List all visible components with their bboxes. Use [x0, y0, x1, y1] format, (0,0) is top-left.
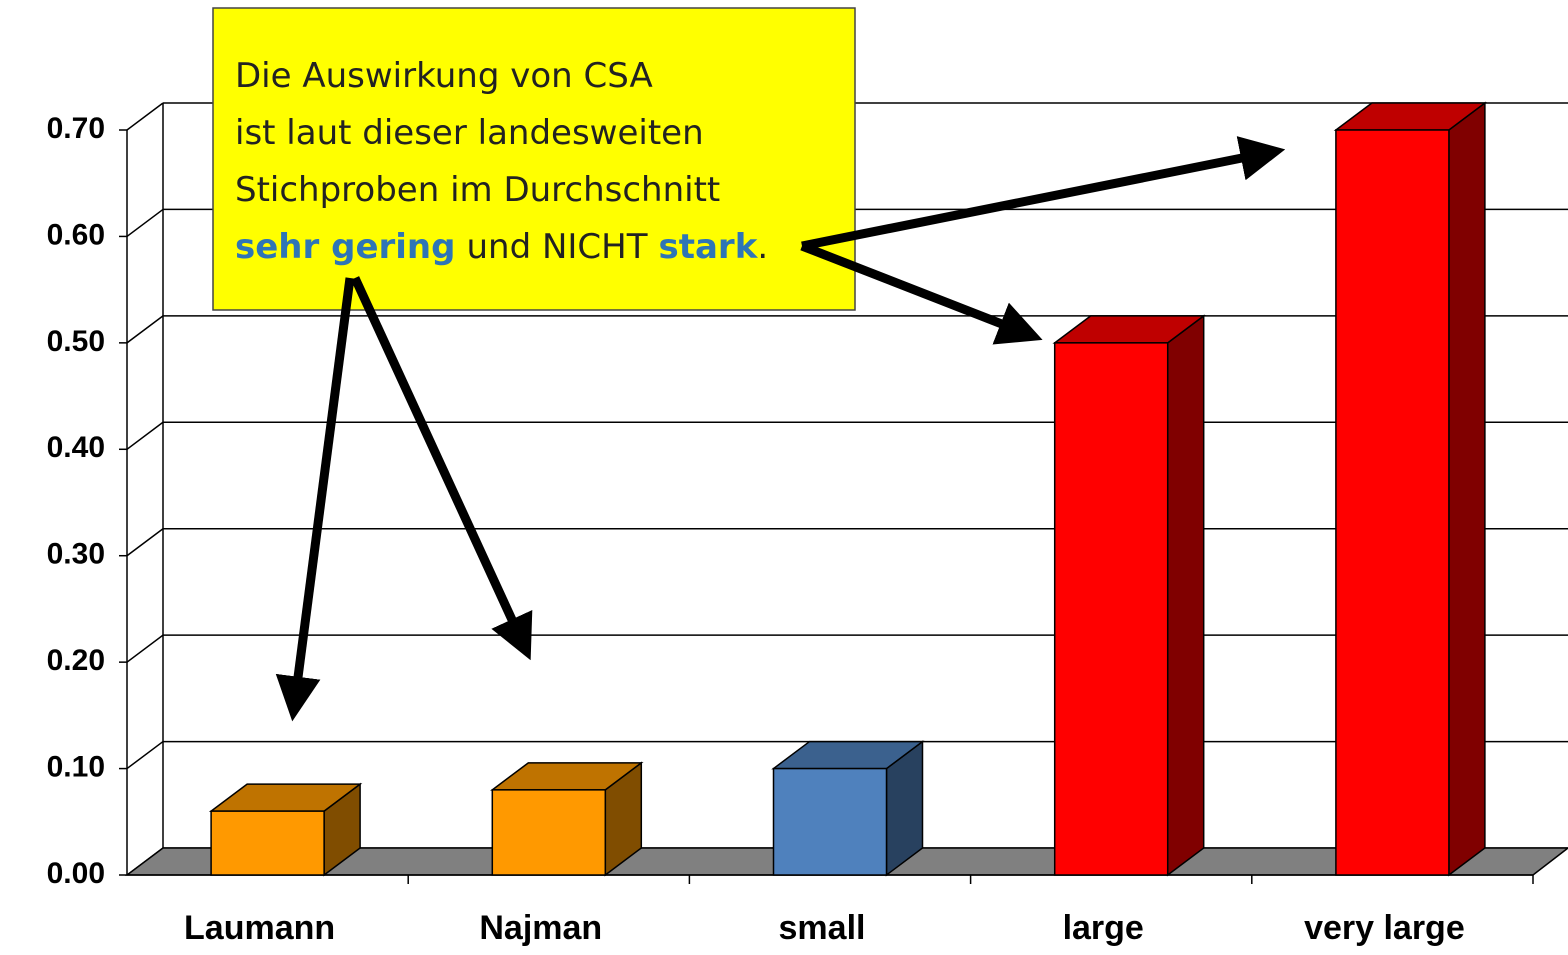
y-tick-label: 0.20 [47, 644, 105, 677]
bar-front [1335, 129, 1450, 876]
side-grid-line [126, 634, 164, 663]
arrow [350, 276, 533, 661]
y-tick-label: 0.30 [47, 538, 105, 571]
bar-front [772, 767, 888, 876]
arrow [800, 241, 1043, 345]
bar-side [1166, 314, 1205, 877]
y-tick-label: 0.40 [47, 431, 105, 464]
side-grid-line [126, 740, 164, 770]
y-tick-label: 0.60 [47, 218, 105, 251]
y-tick-label: 0.00 [47, 857, 105, 890]
bar-front [491, 789, 607, 876]
bar-side [1448, 101, 1486, 877]
annotation-segment: stark [659, 227, 759, 267]
bar-front [1053, 342, 1169, 876]
side-grid-line [126, 315, 164, 344]
annotation-line: Die Auswirkung von CSA [235, 56, 653, 96]
side-grid-line [126, 528, 164, 557]
y-tick-label: 0.50 [47, 325, 105, 358]
annotation-line: ist laut dieser landesweiten [235, 113, 704, 153]
side-grid-line [126, 421, 164, 450]
x-tick-label: very large [1304, 909, 1465, 947]
x-tick-label: small [779, 909, 866, 947]
annotation-segment: und NICHT [466, 227, 647, 267]
x-tick-label: Najman [479, 909, 602, 947]
annotation-segment: sehr gering [235, 227, 455, 267]
annotation-line: sehr gering und NICHT stark. [235, 227, 768, 267]
x-tick-label: large [1063, 909, 1144, 947]
annotation-segment: . [757, 227, 768, 267]
side-grid-line [126, 208, 164, 238]
annotation-line: Stichproben im Durchschnitt [235, 170, 720, 210]
y-tick-label: 0.10 [47, 750, 105, 783]
bar-front [210, 810, 325, 876]
annotation-box [212, 7, 856, 311]
bar [1333, 101, 1488, 877]
side-grid-line [126, 102, 164, 131]
x-tick-label: Laumann [184, 909, 335, 947]
bar [208, 782, 363, 877]
bar [490, 761, 644, 877]
arrow [801, 136, 1286, 251]
bar [771, 740, 925, 877]
bar [1052, 314, 1206, 877]
y-tick-label: 0.70 [47, 112, 105, 145]
arrow [275, 277, 355, 722]
